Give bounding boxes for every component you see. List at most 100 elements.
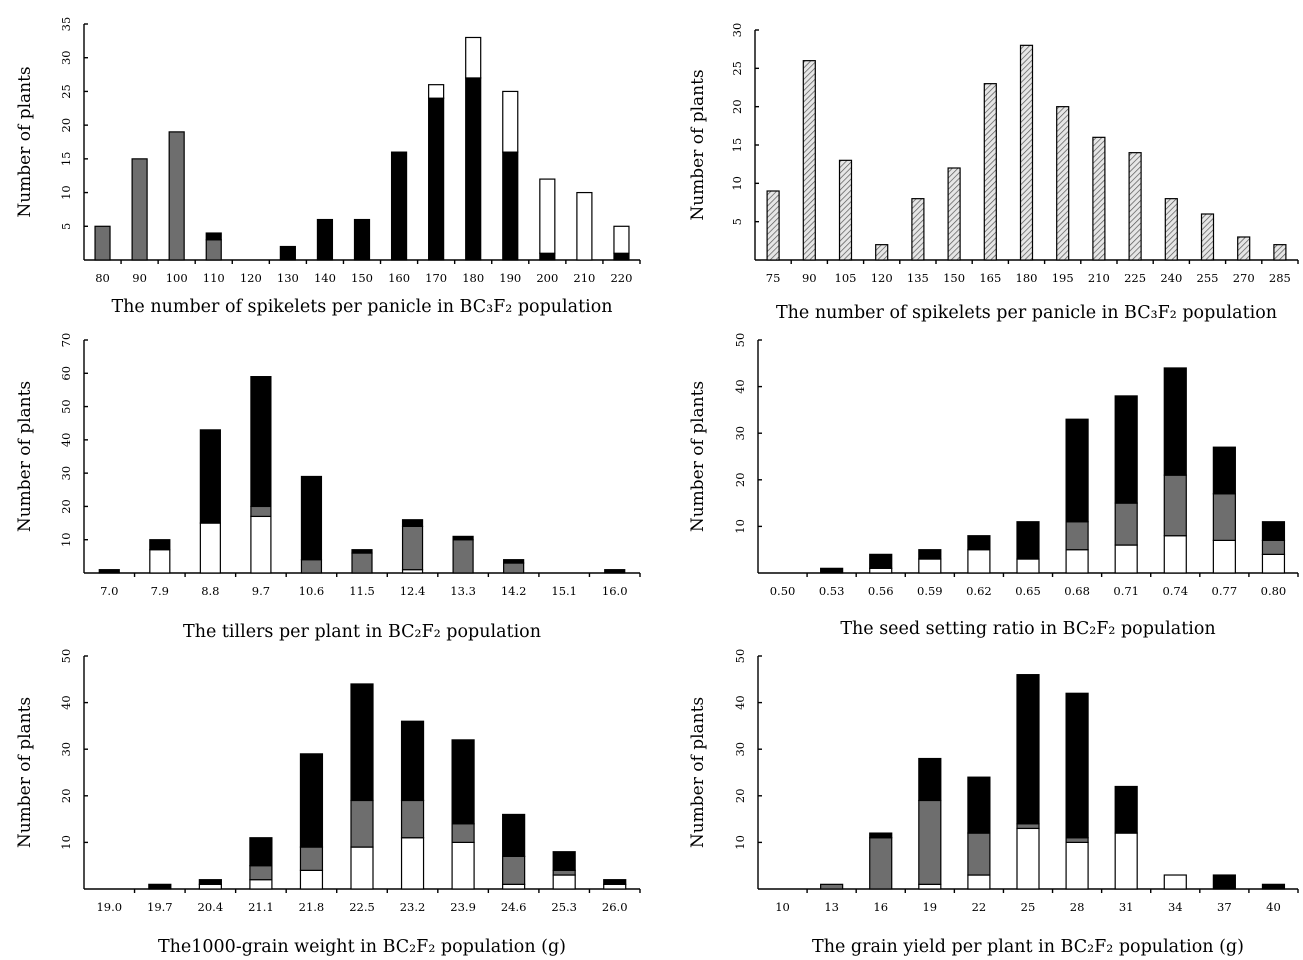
x-tick-label: 130 — [277, 271, 299, 285]
bar — [451, 823, 475, 844]
x-tick-label: 37 — [1217, 900, 1232, 914]
bar — [983, 83, 997, 261]
bar — [1200, 213, 1215, 261]
bar — [576, 191, 593, 261]
x-axis-label: The seed setting ratio in BC₂F₂ populati… — [840, 619, 1215, 639]
bar — [502, 151, 519, 261]
bar — [838, 159, 853, 261]
bar — [1261, 883, 1286, 890]
x-tick-label: 13 — [824, 900, 839, 914]
bar — [967, 549, 991, 574]
y-tick-label: 50 — [59, 649, 73, 664]
x-tick-label: 150 — [351, 271, 373, 285]
y-tick-label: 15 — [59, 152, 73, 167]
y-axis-label: Number of plants — [15, 381, 35, 532]
bar — [300, 475, 323, 561]
bar — [401, 525, 424, 571]
bar — [604, 569, 626, 574]
bar — [1164, 198, 1178, 261]
x-tick-label: 19 — [922, 900, 937, 914]
bar — [350, 683, 374, 802]
x-tick-label: 26.0 — [602, 900, 628, 914]
bar — [400, 837, 425, 890]
bar — [1065, 692, 1089, 839]
y-tick-label: 25 — [730, 61, 744, 76]
x-tick-label: 22 — [972, 900, 987, 914]
y-tick-label: 20 — [730, 99, 744, 114]
x-tick-label: 0.53 — [819, 584, 845, 598]
bar — [1261, 521, 1286, 541]
y-tick-label: 20 — [59, 499, 73, 514]
x-tick-label: 140 — [314, 271, 336, 285]
x-tick-label: 165 — [979, 271, 1001, 285]
x-tick-label: 34 — [1168, 900, 1183, 914]
bar — [1065, 521, 1089, 551]
bar — [249, 865, 273, 881]
bar — [875, 244, 889, 261]
y-tick-label: 30 — [59, 742, 73, 757]
x-tick-label: 90 — [132, 271, 147, 285]
y-tick-label: 30 — [59, 466, 73, 481]
x-tick-label: 25.3 — [551, 900, 577, 914]
y-tick-label: 35 — [59, 17, 73, 32]
y-tick-label: 30 — [733, 426, 747, 441]
x-tick-label: 23.9 — [450, 900, 476, 914]
y-axis-label: Number of plants — [688, 69, 708, 220]
bar — [967, 832, 991, 876]
y-tick-label: 5 — [730, 218, 744, 225]
x-axis-label: The1000-grain weight in BC₂F₂ population… — [158, 937, 566, 957]
x-tick-label: 80 — [95, 271, 110, 285]
bar — [539, 252, 556, 261]
bar — [947, 167, 961, 261]
bar — [465, 36, 482, 79]
x-tick-label: 285 — [1269, 271, 1291, 285]
bar — [967, 874, 991, 890]
x-tick-label: 220 — [610, 271, 632, 285]
bar — [149, 549, 171, 574]
bar — [400, 799, 425, 839]
x-tick-label: 105 — [835, 271, 857, 285]
bar — [299, 753, 324, 848]
bar — [1261, 553, 1286, 574]
bar — [552, 869, 576, 876]
bar — [1065, 418, 1089, 523]
y-tick-label: 10 — [59, 185, 73, 200]
bar — [199, 429, 221, 524]
bar — [350, 846, 374, 890]
y-axis-label: Number of plants — [688, 697, 708, 848]
bar — [1065, 837, 1089, 843]
x-tick-label: 7.9 — [151, 584, 169, 598]
bar — [401, 519, 424, 528]
x-tick-label: 24.6 — [501, 900, 527, 914]
x-tick-label: 0.71 — [1113, 584, 1139, 598]
x-tick-label: 195 — [1052, 271, 1074, 285]
bar — [918, 883, 942, 890]
x-tick-label: 150 — [943, 271, 965, 285]
y-axis-label: Number of plants — [688, 381, 708, 532]
bar — [603, 883, 627, 890]
bar — [552, 874, 576, 890]
x-tick-label: 120 — [240, 271, 262, 285]
y-tick-label: 15 — [730, 138, 744, 153]
bar — [967, 535, 991, 551]
bar — [451, 841, 475, 890]
bar — [502, 883, 526, 890]
x-tick-label: 240 — [1160, 271, 1182, 285]
x-tick-label: 270 — [1233, 271, 1255, 285]
bar — [613, 252, 630, 261]
bar — [94, 225, 111, 261]
y-tick-label: 30 — [730, 23, 744, 38]
x-tick-label: 170 — [425, 271, 447, 285]
bar — [1065, 841, 1089, 890]
x-tick-label: 13.3 — [450, 584, 476, 598]
bar — [98, 569, 120, 574]
bar — [918, 799, 942, 885]
bar — [1016, 521, 1040, 560]
bar — [299, 846, 324, 871]
y-tick-label: 20 — [733, 472, 747, 487]
x-axis-label: The number of spikelets per panicle in B… — [111, 297, 612, 317]
bar — [869, 553, 893, 569]
x-tick-label: 8.8 — [201, 584, 219, 598]
bar — [1163, 874, 1187, 890]
x-tick-label: 25 — [1021, 900, 1036, 914]
